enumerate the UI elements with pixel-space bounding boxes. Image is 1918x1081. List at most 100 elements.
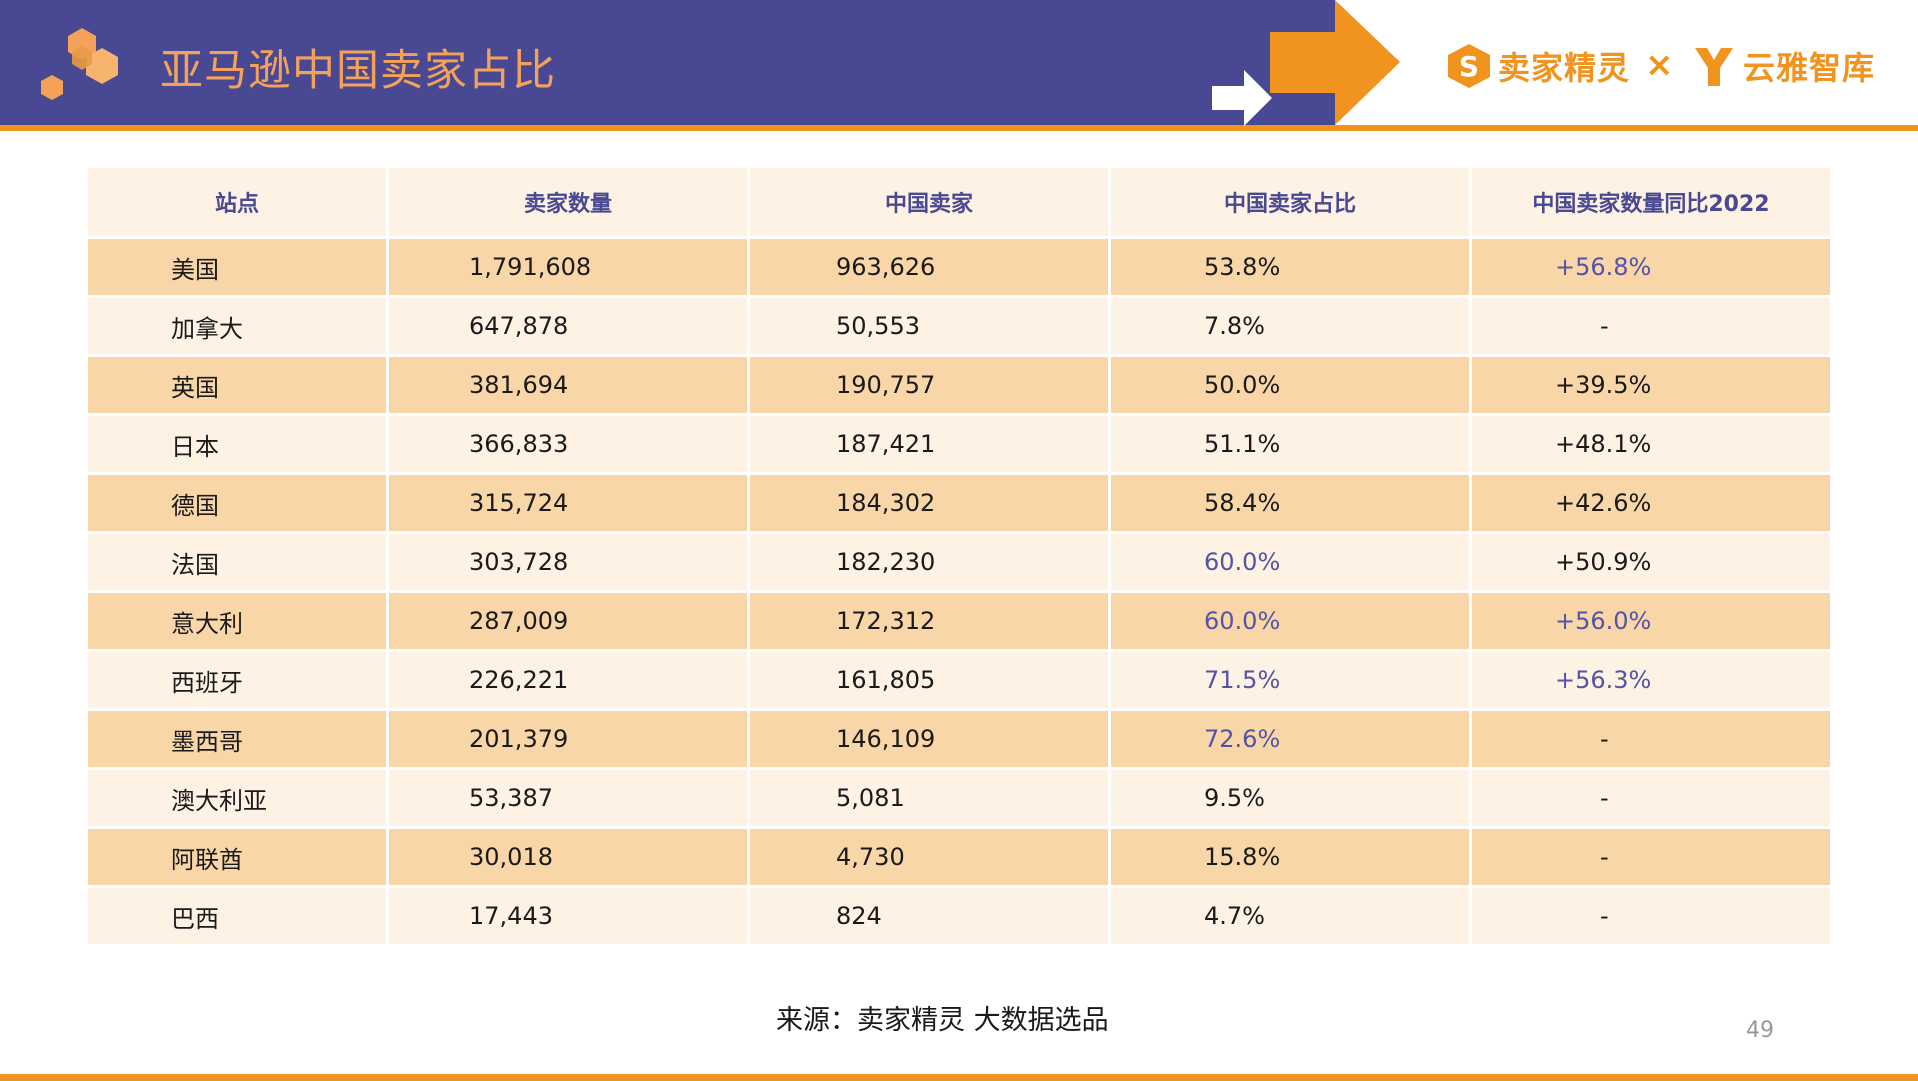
page-title: 亚马逊中国卖家占比 <box>160 46 556 96</box>
cell-yoy: - <box>1472 829 1830 888</box>
cell-yoy-text: - <box>1600 725 1609 753</box>
cell-cn-sellers-text: 187,421 <box>836 430 936 458</box>
cell-sellers: 647,878 <box>389 298 750 357</box>
cell-site: 阿联酋 <box>88 829 389 888</box>
cell-cn-sellers-text: 184,302 <box>836 489 936 517</box>
cell-sellers: 226,221 <box>389 652 750 711</box>
cell-share: 60.0% <box>1111 593 1472 652</box>
cell-site: 美国 <box>88 239 389 298</box>
cell-share: 58.4% <box>1111 475 1472 534</box>
cell-share: 50.0% <box>1111 357 1472 416</box>
cell-yoy: +50.9% <box>1472 534 1830 593</box>
table-row: 阿联酋 30,018 4,730 15.8% - <box>88 829 1830 888</box>
cell-cn-sellers: 172,312 <box>750 593 1111 652</box>
cell-cn-sellers-text: 161,805 <box>836 666 936 694</box>
cell-site: 意大利 <box>88 593 389 652</box>
footer-divider <box>0 1074 1918 1081</box>
cell-site-text: 法国 <box>171 550 219 579</box>
cell-share: 51.1% <box>1111 416 1472 475</box>
cell-yoy-text: +42.6% <box>1555 489 1652 517</box>
page-number: 49 <box>1746 1018 1774 1043</box>
cell-share: 71.5% <box>1111 652 1472 711</box>
cell-cn-sellers: 187,421 <box>750 416 1111 475</box>
cell-yoy-text: - <box>1600 312 1609 340</box>
cell-share: 60.0% <box>1111 534 1472 593</box>
cell-site-text: 意大利 <box>171 609 243 638</box>
cell-cn-sellers-text: 146,109 <box>836 725 936 753</box>
cell-share: 53.8% <box>1111 239 1472 298</box>
cell-site: 澳大利亚 <box>88 770 389 829</box>
cell-yoy-text: +56.3% <box>1555 666 1652 694</box>
table-row: 西班牙 226,221 161,805 71.5% +56.3% <box>88 652 1830 711</box>
cell-sellers: 201,379 <box>389 711 750 770</box>
cell-share-text: 7.8% <box>1204 312 1265 340</box>
cell-sellers: 53,387 <box>389 770 750 829</box>
source-note: 来源：卖家精灵 大数据选品 <box>776 1005 1109 1036</box>
cell-site: 巴西 <box>88 888 389 947</box>
small-arrow-right-icon <box>1212 70 1272 126</box>
cell-sellers-text: 226,221 <box>469 666 569 694</box>
cell-yoy: +56.3% <box>1472 652 1830 711</box>
cell-sellers-text: 366,833 <box>469 430 569 458</box>
cell-share-text: 50.0% <box>1204 371 1281 399</box>
cell-share-text: 60.0% <box>1204 607 1281 635</box>
cell-cn-sellers-text: 824 <box>836 902 882 930</box>
cell-sellers: 303,728 <box>389 534 750 593</box>
cell-sellers-text: 17,443 <box>469 902 553 930</box>
cell-share-text: 15.8% <box>1204 843 1281 871</box>
cell-cn-sellers: 824 <box>750 888 1111 947</box>
cell-sellers-text: 30,018 <box>469 843 553 871</box>
cell-site-text: 巴西 <box>171 904 219 933</box>
cell-sellers-text: 647,878 <box>469 312 569 340</box>
table-body: 美国 1,791,608 963,626 53.8% +56.8% 加拿大 647,878 5… <box>88 239 1830 947</box>
cell-sellers-text: 303,728 <box>469 548 569 576</box>
cell-share-text: 4.7% <box>1204 902 1265 930</box>
cell-share-text: 9.5% <box>1204 784 1265 812</box>
cell-site-text: 西班牙 <box>171 668 243 697</box>
brand-right-name: 云雅智库 <box>1743 49 1876 87</box>
cell-sellers-text: 315,724 <box>469 489 569 517</box>
cell-site-text: 德国 <box>171 491 219 520</box>
cell-sellers-text: 287,009 <box>469 607 569 635</box>
cell-sellers: 366,833 <box>389 416 750 475</box>
table-row: 德国 315,724 184,302 58.4% +42.6% <box>88 475 1830 534</box>
cell-yoy: +56.0% <box>1472 593 1830 652</box>
cell-yoy-text: +56.0% <box>1555 607 1652 635</box>
table-row: 巴西 17,443 824 4.7% - <box>88 888 1830 947</box>
brand-separator: × <box>1645 45 1674 85</box>
cell-yoy-text: - <box>1600 902 1609 930</box>
cell-sellers-text: 201,379 <box>469 725 569 753</box>
cell-site-text: 日本 <box>171 432 219 461</box>
cell-yoy: +48.1% <box>1472 416 1830 475</box>
cell-cn-sellers: 146,109 <box>750 711 1111 770</box>
brand-left-name: 卖家精灵 <box>1498 49 1631 87</box>
cell-share-text: 53.8% <box>1204 253 1281 281</box>
column-header-sellers: 卖家数量 <box>389 168 750 239</box>
cell-sellers: 30,018 <box>389 829 750 888</box>
cell-yoy: - <box>1472 711 1830 770</box>
cell-share: 4.7% <box>1111 888 1472 947</box>
cell-cn-sellers-text: 4,730 <box>836 843 905 871</box>
cell-yoy: - <box>1472 298 1830 357</box>
cell-cn-sellers: 4,730 <box>750 829 1111 888</box>
cell-sellers-text: 381,694 <box>469 371 569 399</box>
cell-share-text: 58.4% <box>1204 489 1281 517</box>
sellersprite-logo-icon: S <box>1448 44 1490 88</box>
cell-yoy: +42.6% <box>1472 475 1830 534</box>
cell-yoy: - <box>1472 888 1830 947</box>
table-row: 日本 366,833 187,421 51.1% +48.1% <box>88 416 1830 475</box>
table-row: 加拿大 647,878 50,553 7.8% - <box>88 298 1830 357</box>
cell-site: 德国 <box>88 475 389 534</box>
cell-site-text: 澳大利亚 <box>171 786 267 815</box>
cell-sellers-text: 53,387 <box>469 784 553 812</box>
cell-sellers: 287,009 <box>389 593 750 652</box>
table-row: 意大利 287,009 172,312 60.0% +56.0% <box>88 593 1830 652</box>
cell-cn-sellers-text: 190,757 <box>836 371 936 399</box>
cell-sellers: 17,443 <box>389 888 750 947</box>
cell-sellers: 381,694 <box>389 357 750 416</box>
table-row: 法国 303,728 182,230 60.0% +50.9% <box>88 534 1830 593</box>
cell-yoy-text: - <box>1600 843 1609 871</box>
cell-share-text: 51.1% <box>1204 430 1281 458</box>
cell-yoy: - <box>1472 770 1830 829</box>
cell-cn-sellers-text: 172,312 <box>836 607 936 635</box>
